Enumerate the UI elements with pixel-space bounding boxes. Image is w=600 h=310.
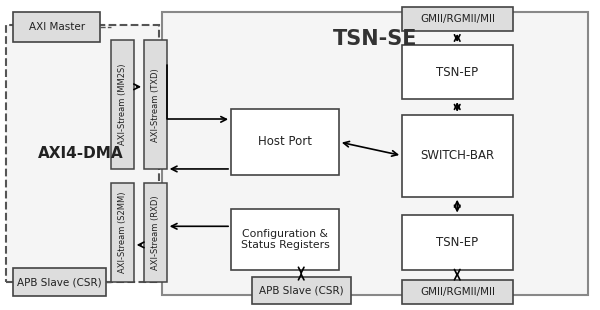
Bar [402,45,513,99]
Text: Configuration &
Status Registers: Configuration & Status Registers [241,229,329,250]
Text: TSN-EP: TSN-EP [436,66,479,78]
Bar [13,268,106,296]
Bar [231,209,339,270]
Text: APB Slave (CSR): APB Slave (CSR) [259,286,344,296]
Bar [6,25,159,282]
Bar [402,115,513,197]
Text: GMII/RGMII/MII: GMII/RGMII/MII [420,14,495,24]
Bar [144,40,167,169]
Text: SWITCH-BAR: SWITCH-BAR [421,149,494,162]
Text: AXI-Stream (TXD): AXI-Stream (TXD) [151,68,160,141]
Text: AXI Master: AXI Master [29,22,85,32]
Bar [111,40,134,169]
Bar [402,215,513,270]
Text: APB Slave (CSR): APB Slave (CSR) [17,277,102,287]
Text: Host Port: Host Port [258,135,312,148]
Bar [111,183,134,282]
Text: AXI-Stream (MM2S): AXI-Stream (MM2S) [118,64,127,145]
Bar [402,7,513,31]
Text: GMII/RGMII/MII: GMII/RGMII/MII [420,287,495,297]
Bar [231,108,339,175]
Text: AXI-Stream (S2MM): AXI-Stream (S2MM) [118,192,127,273]
Text: TSN-SE: TSN-SE [333,29,417,50]
Text: TSN-EP: TSN-EP [436,236,479,249]
Bar [402,280,513,304]
Bar [13,12,100,42]
Text: AXI-Stream (RXD): AXI-Stream (RXD) [151,195,160,270]
Bar [144,183,167,282]
Text: AXI4-DMA: AXI4-DMA [38,146,124,161]
Bar [252,277,351,304]
Bar [162,12,588,294]
